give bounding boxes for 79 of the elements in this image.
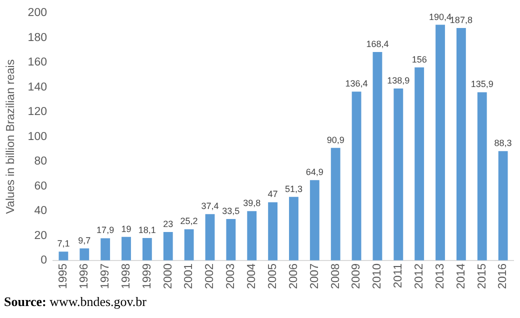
x-tick-label: 1996 (78, 263, 91, 290)
x-tick-label: 2013 (434, 263, 446, 290)
bar (394, 88, 404, 260)
bar (268, 202, 278, 260)
data-label: 18,1 (138, 225, 156, 235)
data-label: 17,9 (96, 225, 114, 236)
data-label: 135,9 (470, 79, 494, 90)
bar (226, 218, 236, 260)
data-label: 51,3 (284, 184, 302, 194)
x-tick-label: 2000 (162, 263, 174, 290)
x-tick-label: 2007 (308, 263, 321, 290)
x-tick-label: 2011 (392, 263, 405, 288)
data-label: 7,1 (57, 238, 70, 249)
bar (330, 148, 340, 260)
bar (436, 24, 445, 260)
x-tick-label: 2002 (204, 263, 216, 290)
x-tick-label: 2012 (414, 263, 426, 290)
x-tick-label: 2014 (455, 262, 468, 290)
bar (58, 252, 68, 260)
bar (163, 232, 173, 260)
y-tick-label: 180 (28, 32, 47, 44)
data-label: 90,9 (326, 134, 344, 145)
bar (498, 151, 508, 260)
bar (414, 67, 424, 260)
data-label: 9,7 (78, 235, 91, 246)
y-tick-label: 0 (40, 254, 47, 267)
x-tick-label: 2004 (246, 262, 258, 290)
bar (205, 214, 215, 260)
y-tick-label: 140 (28, 81, 47, 94)
y-tick-label: 80 (34, 156, 47, 168)
data-label: 190,4 (428, 12, 452, 22)
bar (289, 196, 298, 260)
data-label: 138,9 (387, 76, 410, 86)
bar (80, 248, 90, 260)
bar (100, 238, 110, 260)
x-tick-label: 1997 (99, 263, 112, 290)
x-tick-label: 2003 (225, 263, 238, 290)
y-tick-label: 60 (34, 180, 47, 192)
x-tick-label: 2005 (266, 263, 279, 290)
bar (310, 180, 320, 260)
data-label: 168,4 (366, 38, 389, 49)
x-tick-label: 1999 (141, 263, 154, 290)
x-tick-label: 2001 (183, 263, 196, 290)
data-label: 23 (163, 218, 174, 229)
y-tick-label: 200 (28, 7, 47, 20)
data-label: 88,3 (494, 138, 512, 148)
data-label: 19 (121, 224, 132, 234)
data-label: 47 (268, 189, 278, 200)
y-tick-label: 120 (28, 106, 47, 118)
x-tick-label: 1998 (120, 263, 132, 290)
data-label: 37,4 (201, 201, 219, 212)
x-tick-label: 2006 (288, 263, 300, 290)
data-label: 39,8 (243, 198, 261, 208)
y-axis-title: Values in billion Brazilian reais (5, 59, 18, 214)
data-label: 187,8 (450, 14, 472, 25)
bar (184, 229, 194, 260)
bar (372, 52, 382, 260)
source-note: Source: www.bndes.gov.br (4, 294, 147, 310)
data-label: 33,5 (222, 206, 240, 216)
bar (352, 92, 362, 260)
x-tick-label: 2015 (476, 263, 488, 290)
bar (122, 236, 131, 260)
y-tick-label: 160 (28, 56, 47, 69)
y-tick-label: 100 (28, 130, 47, 143)
y-tick-label: 20 (34, 230, 47, 242)
data-label: 25,2 (180, 216, 198, 226)
x-tick-label: 1995 (58, 263, 70, 290)
x-tick-label: 2016 (497, 263, 510, 290)
x-tick-label: 2008 (330, 263, 342, 290)
data-label: 136,4 (345, 78, 368, 89)
x-tick-label: 2010 (372, 263, 384, 290)
bar (456, 28, 466, 260)
bar (247, 211, 257, 260)
y-tick-label: 40 (34, 205, 47, 218)
bar (477, 92, 487, 260)
x-tick-label: 2009 (350, 263, 363, 290)
data-label: 64,9 (306, 167, 324, 178)
data-label: 156 (412, 54, 427, 64)
bar (142, 238, 152, 260)
